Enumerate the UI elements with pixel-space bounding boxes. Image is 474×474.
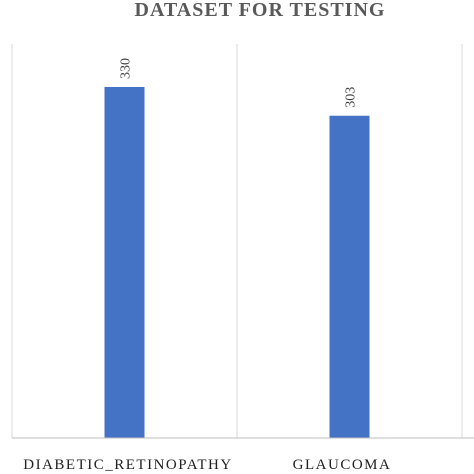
bar-glaucoma bbox=[329, 115, 370, 438]
bar-diabetic-retinopathy bbox=[104, 87, 145, 438]
bars bbox=[104, 87, 370, 438]
category-labels: DIABETIC_RETINOPATHY GLAUCOMA bbox=[23, 457, 392, 473]
data-label: 303 bbox=[344, 87, 359, 108]
category-label: GLAUCOMA bbox=[293, 457, 392, 473]
data-labels: 330 303 bbox=[119, 58, 359, 108]
chart-title: DATASET FOR TESTING bbox=[135, 0, 386, 21]
category-label: DIABETIC_RETINOPATHY bbox=[23, 457, 232, 473]
data-label: 330 bbox=[119, 58, 134, 79]
gridlines bbox=[11, 44, 463, 438]
